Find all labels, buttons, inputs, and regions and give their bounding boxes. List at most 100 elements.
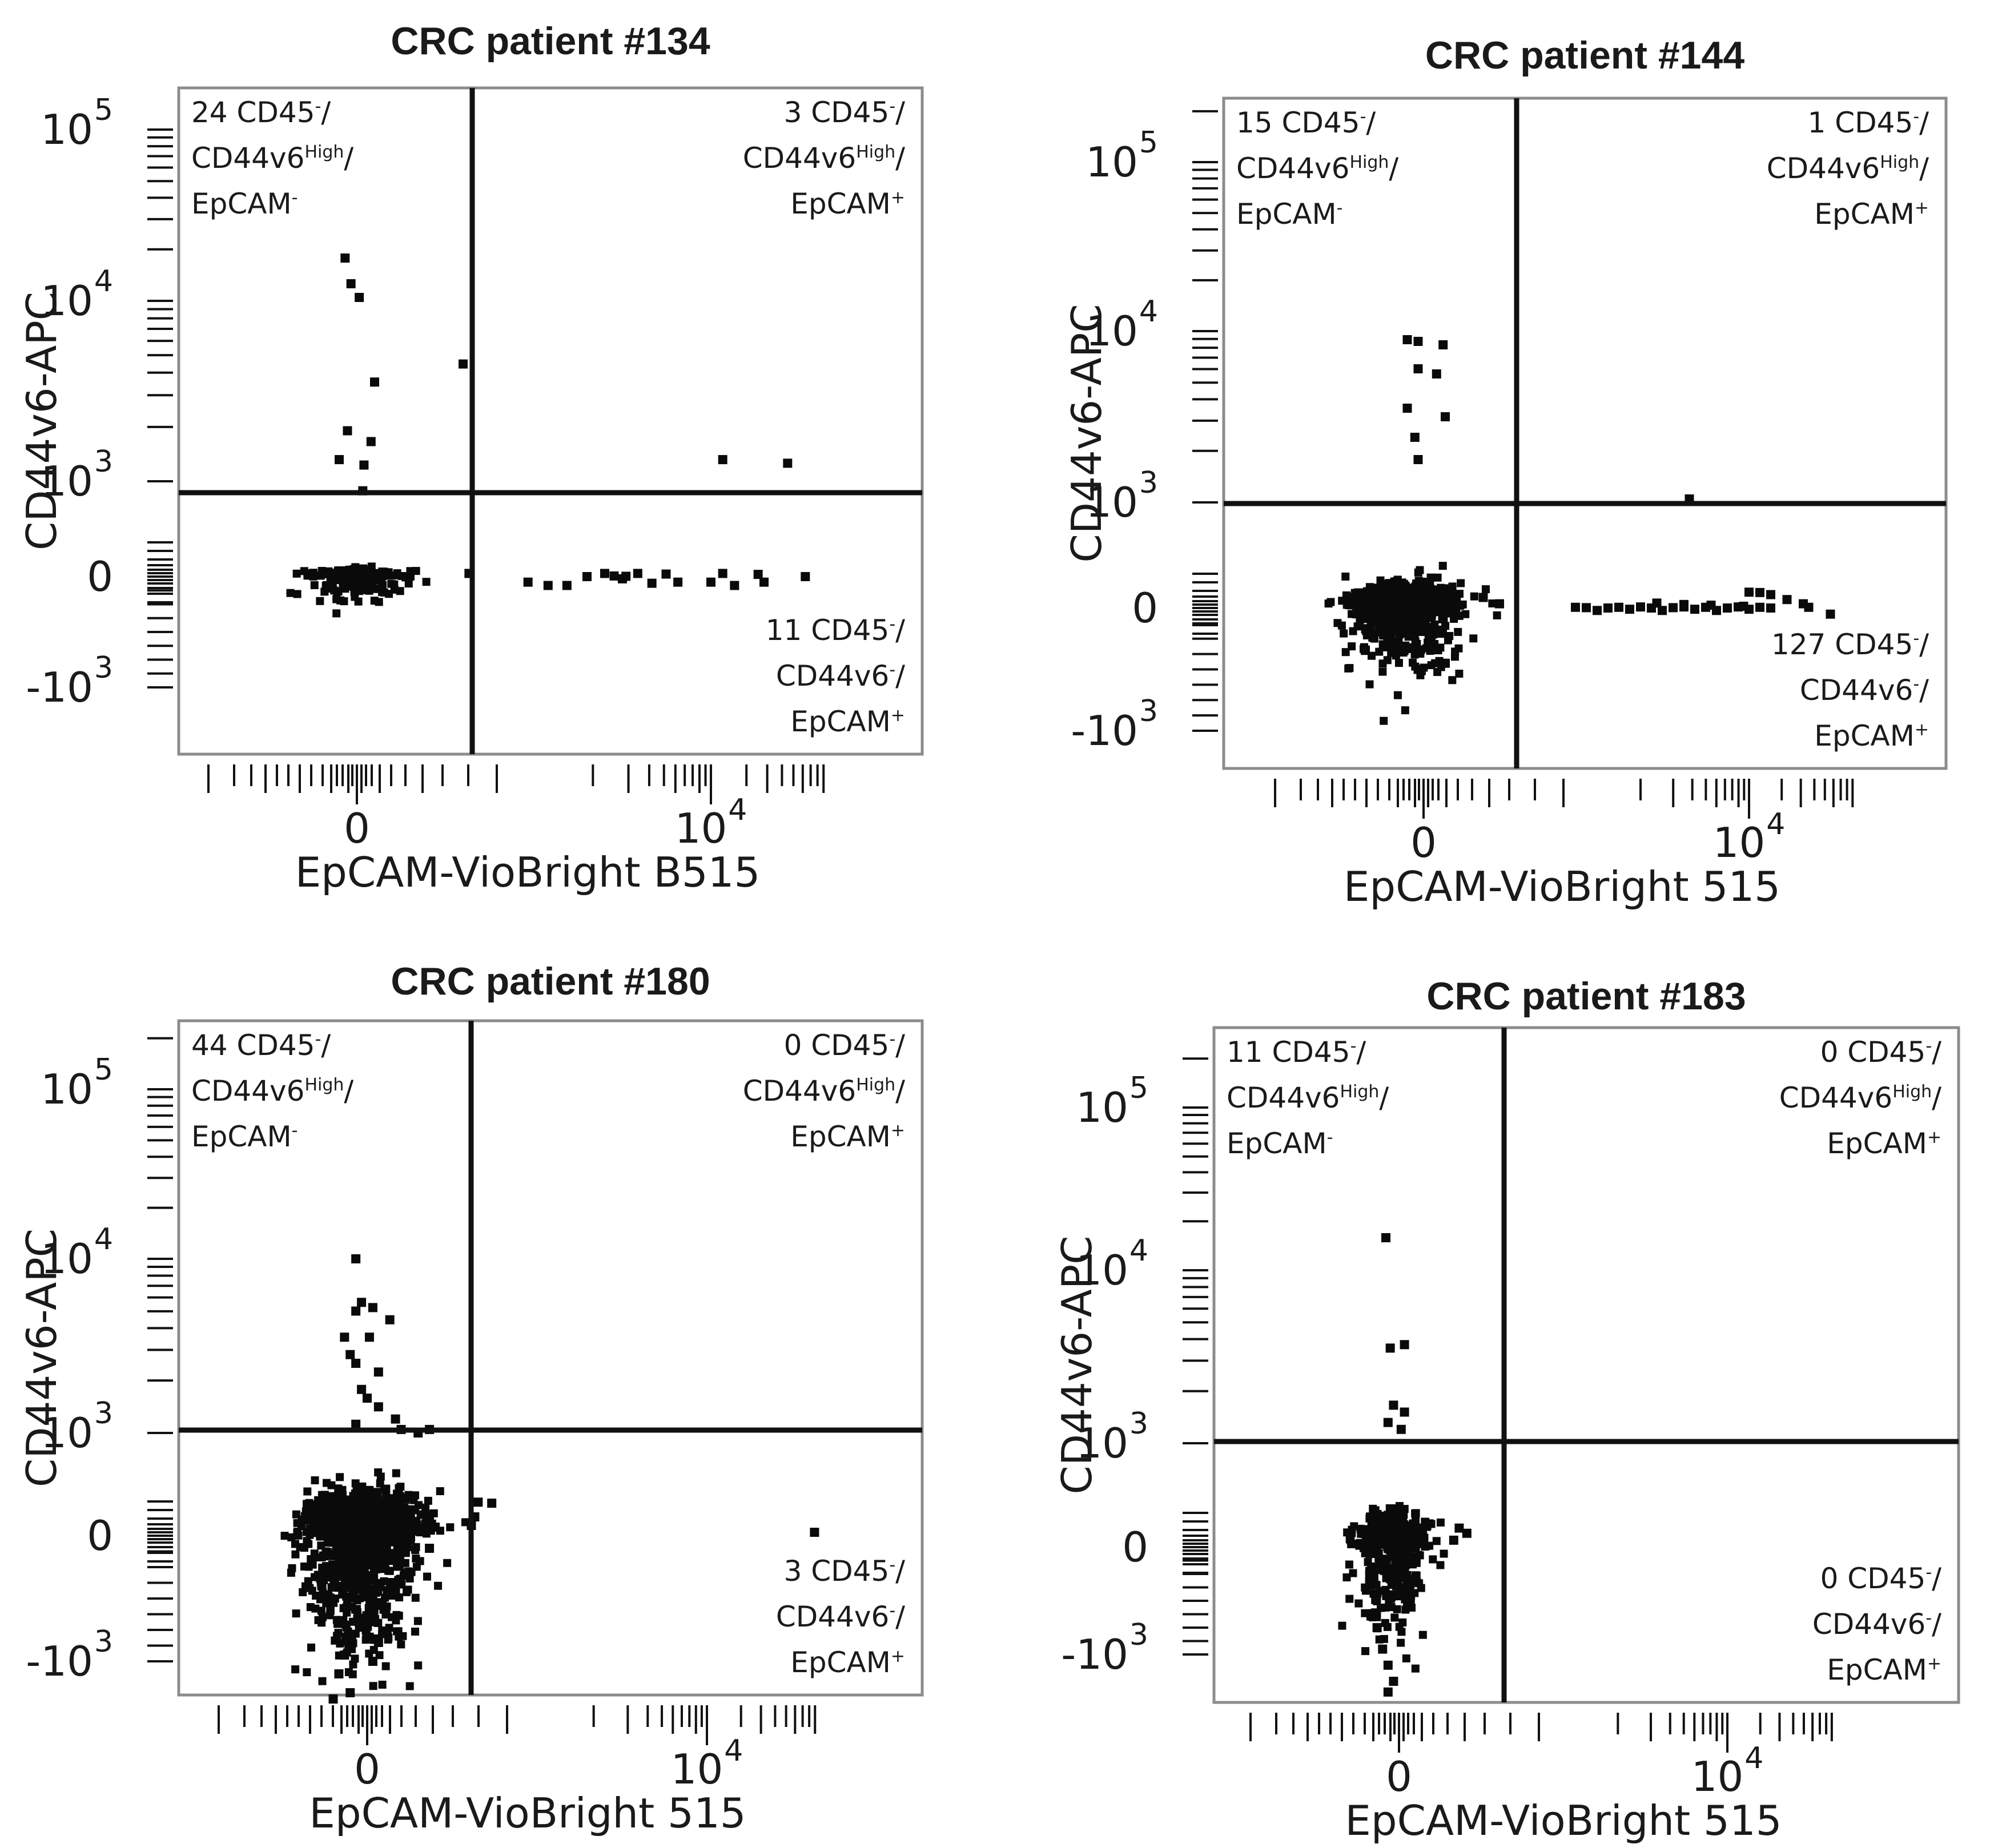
event-point [327, 572, 335, 581]
event-point [1388, 615, 1397, 624]
event-point [1361, 1647, 1370, 1656]
event-point [376, 1479, 384, 1488]
quadrant-label-line: EpCAM+ [1814, 198, 1929, 231]
quadrant-upper-right-label: 1 CD45-/CD44v6High/EpCAM+ [1767, 106, 1929, 231]
event-point [421, 1503, 430, 1512]
quadrant-label-line: EpCAM+ [790, 705, 905, 738]
event-point [1395, 1501, 1404, 1510]
quadrant-marker-sign: + [1915, 198, 1929, 218]
event-point [1426, 573, 1435, 582]
event-point [1373, 1524, 1381, 1532]
event-point [1411, 591, 1420, 600]
event-point [1441, 622, 1450, 630]
event-point [412, 1554, 420, 1563]
event-point [1412, 1509, 1420, 1518]
quadrant-label-line: CD44v6High/ [1227, 1081, 1389, 1114]
event-point [1593, 606, 1602, 615]
event-point [317, 1541, 325, 1550]
quadrant-marker-sign: - [1337, 198, 1343, 218]
event-point [370, 1571, 379, 1580]
event-point [389, 1578, 397, 1587]
event-point [1371, 1596, 1380, 1604]
event-point [343, 1599, 351, 1607]
event-point [1361, 606, 1370, 614]
event-point [318, 1613, 327, 1621]
event-point [293, 1519, 301, 1527]
event-point [343, 1521, 351, 1529]
data-points [1324, 335, 1835, 725]
quadrant-upper-right-label: 3 CD45-/CD44v6High/EpCAM+ [743, 96, 905, 220]
event-point [1440, 614, 1448, 623]
event-point [1402, 404, 1412, 413]
event-point [1410, 650, 1419, 659]
quadrant-marker-name: EpCAM [790, 1646, 891, 1679]
plot-frame [177, 86, 924, 756]
event-point [394, 1511, 403, 1519]
event-point [1369, 1589, 1378, 1598]
event-point [1457, 579, 1465, 587]
event-point [1349, 1569, 1357, 1577]
event-point [382, 1537, 391, 1546]
event-point [706, 577, 715, 587]
event-point [759, 577, 769, 587]
event-point [1399, 649, 1408, 657]
event-point [359, 1624, 368, 1632]
event-point [309, 1509, 318, 1517]
y-tick-exponent: 5 [1129, 1071, 1148, 1105]
quadrant-marker-name: EpCAM [1227, 1127, 1327, 1160]
event-point [405, 1682, 414, 1690]
event-point [1345, 1560, 1353, 1569]
quadrant-label-line: 24 CD45-/ [191, 96, 331, 129]
event-point [336, 1473, 344, 1481]
event-point [1354, 603, 1362, 611]
quadrant-marker-name: 15 CD45 [1236, 106, 1360, 139]
event-point [368, 1303, 377, 1312]
event-point [431, 1523, 440, 1532]
event-point [362, 1574, 371, 1583]
event-point [351, 1629, 360, 1638]
quadrant-marker-sign: - [1925, 1608, 1932, 1628]
event-point [1438, 562, 1447, 570]
event-point [287, 1568, 295, 1577]
event-point [299, 1588, 307, 1596]
quadrant-marker-sign: - [1913, 674, 1919, 694]
event-point [1389, 1677, 1398, 1686]
quadrant-marker-sign: High [1892, 1082, 1932, 1102]
event-point [1370, 1573, 1378, 1582]
event-point [411, 1546, 420, 1555]
quadrant-marker-sign: High [1340, 1082, 1379, 1102]
event-point [1380, 1567, 1388, 1575]
event-point [325, 1551, 333, 1560]
event-point [413, 1527, 422, 1536]
event-point [369, 1682, 377, 1690]
event-point [375, 1601, 384, 1610]
event-point [1603, 603, 1613, 613]
event-point [1366, 624, 1374, 633]
event-point [1438, 340, 1448, 349]
event-point [1402, 1654, 1410, 1662]
event-point [1582, 603, 1591, 613]
event-point [407, 1536, 415, 1544]
y-tick-exponent: 3 [94, 1625, 113, 1659]
y-axis-label: CD44v6-APC [1053, 1235, 1101, 1494]
event-point [1427, 661, 1436, 670]
event-point [473, 1497, 483, 1507]
event-point [1420, 1533, 1429, 1542]
event-point [1383, 1660, 1393, 1670]
quadrant-separator: / [895, 614, 905, 647]
event-point [1454, 644, 1463, 653]
event-point [403, 1588, 411, 1596]
event-point [1345, 1595, 1354, 1603]
y-tick-exponent: 4 [1129, 1234, 1148, 1268]
quadrant-label-line: 0 CD45-/ [784, 1029, 906, 1062]
quadrant-separator: / [1919, 152, 1929, 185]
event-point [1455, 670, 1464, 678]
event-point [349, 1660, 357, 1669]
event-point [1342, 1573, 1351, 1581]
y-tick-label: 105 [1086, 126, 1158, 186]
event-point [351, 1359, 361, 1368]
quadrant-separator: / [1919, 674, 1929, 707]
quadrant-marker-sign: High [856, 142, 895, 162]
